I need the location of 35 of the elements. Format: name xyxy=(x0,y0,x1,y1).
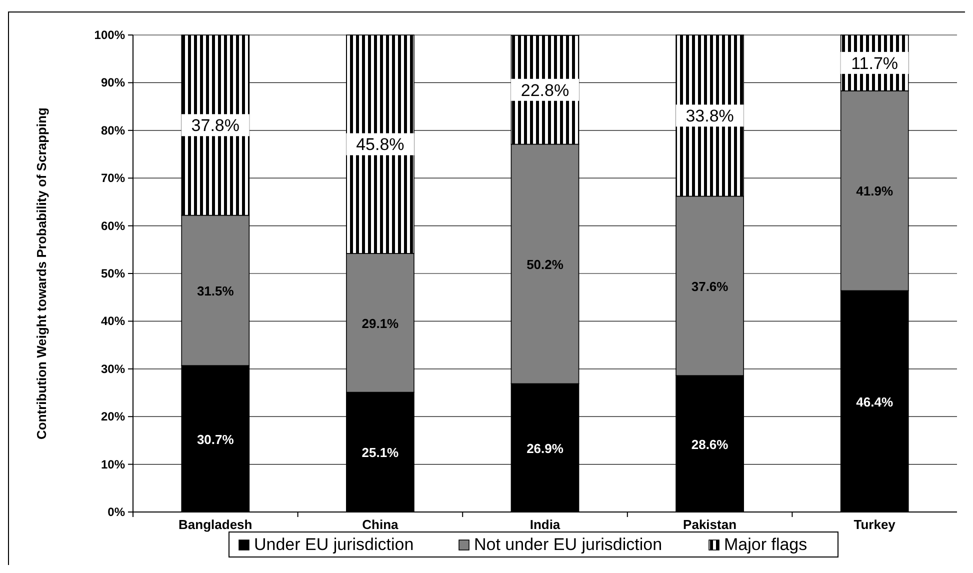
data-label: 46.4% xyxy=(856,394,894,410)
y-tick-label: 80% xyxy=(100,123,126,138)
data-label: 29.1% xyxy=(362,316,400,331)
data-label: 31.5% xyxy=(196,283,234,298)
x-tick-label: Bangladesh xyxy=(178,517,252,532)
data-label: 45.8% xyxy=(356,135,404,154)
data-label: 22.8% xyxy=(520,80,570,100)
data-label: 26.9% xyxy=(526,440,564,456)
data-label: 25.1% xyxy=(362,445,400,460)
y-tick-label: 40% xyxy=(100,314,126,328)
y-axis-title: Contribution Weight towards Probability of Scrapping xyxy=(34,107,49,440)
y-tick-label: 70% xyxy=(100,171,126,186)
y-tick-label: 100% xyxy=(94,28,126,42)
y-tick-label: 60% xyxy=(100,218,126,233)
legend-label: Under EU jurisdiction xyxy=(254,535,414,554)
y-tick-label: 90% xyxy=(100,76,126,90)
y-tick-label: 10% xyxy=(100,457,126,472)
x-tick-label: Turkey xyxy=(854,517,896,532)
y-tick-label: 50% xyxy=(100,266,126,280)
data-label: 37.8% xyxy=(191,116,240,136)
data-label: 33.8% xyxy=(686,106,734,126)
legend-label: Not under EU jurisdiction xyxy=(474,535,662,554)
data-label: 30.7% xyxy=(196,432,234,447)
x-tick-label: India xyxy=(530,517,561,532)
data-label: 11.7% xyxy=(851,54,898,73)
legend-label: Major flags xyxy=(724,535,808,554)
y-tick-label: 0% xyxy=(108,505,126,519)
data-label: 41.9% xyxy=(856,184,894,199)
data-label: 50.2% xyxy=(526,256,564,272)
data-label: 37.6% xyxy=(691,278,729,294)
y-tick-label: 30% xyxy=(100,362,126,376)
y-tick-label: 20% xyxy=(100,410,126,424)
x-tick-label: China xyxy=(362,517,400,532)
x-tick-label: Pakistan xyxy=(683,517,737,532)
data-label: 28.6% xyxy=(691,436,729,452)
